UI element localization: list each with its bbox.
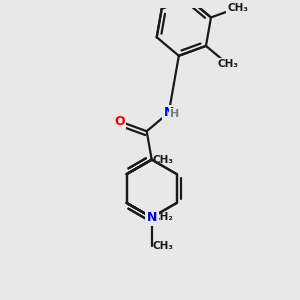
- Text: H: H: [170, 110, 179, 119]
- Text: N: N: [146, 211, 157, 224]
- Text: CH₃: CH₃: [218, 59, 239, 70]
- Text: O: O: [114, 115, 125, 128]
- Text: CH₂: CH₂: [153, 212, 174, 222]
- Text: CH₃: CH₃: [228, 3, 249, 13]
- Text: CH₃: CH₃: [153, 241, 174, 251]
- Text: CH₃: CH₃: [153, 154, 174, 165]
- Text: N: N: [164, 106, 174, 119]
